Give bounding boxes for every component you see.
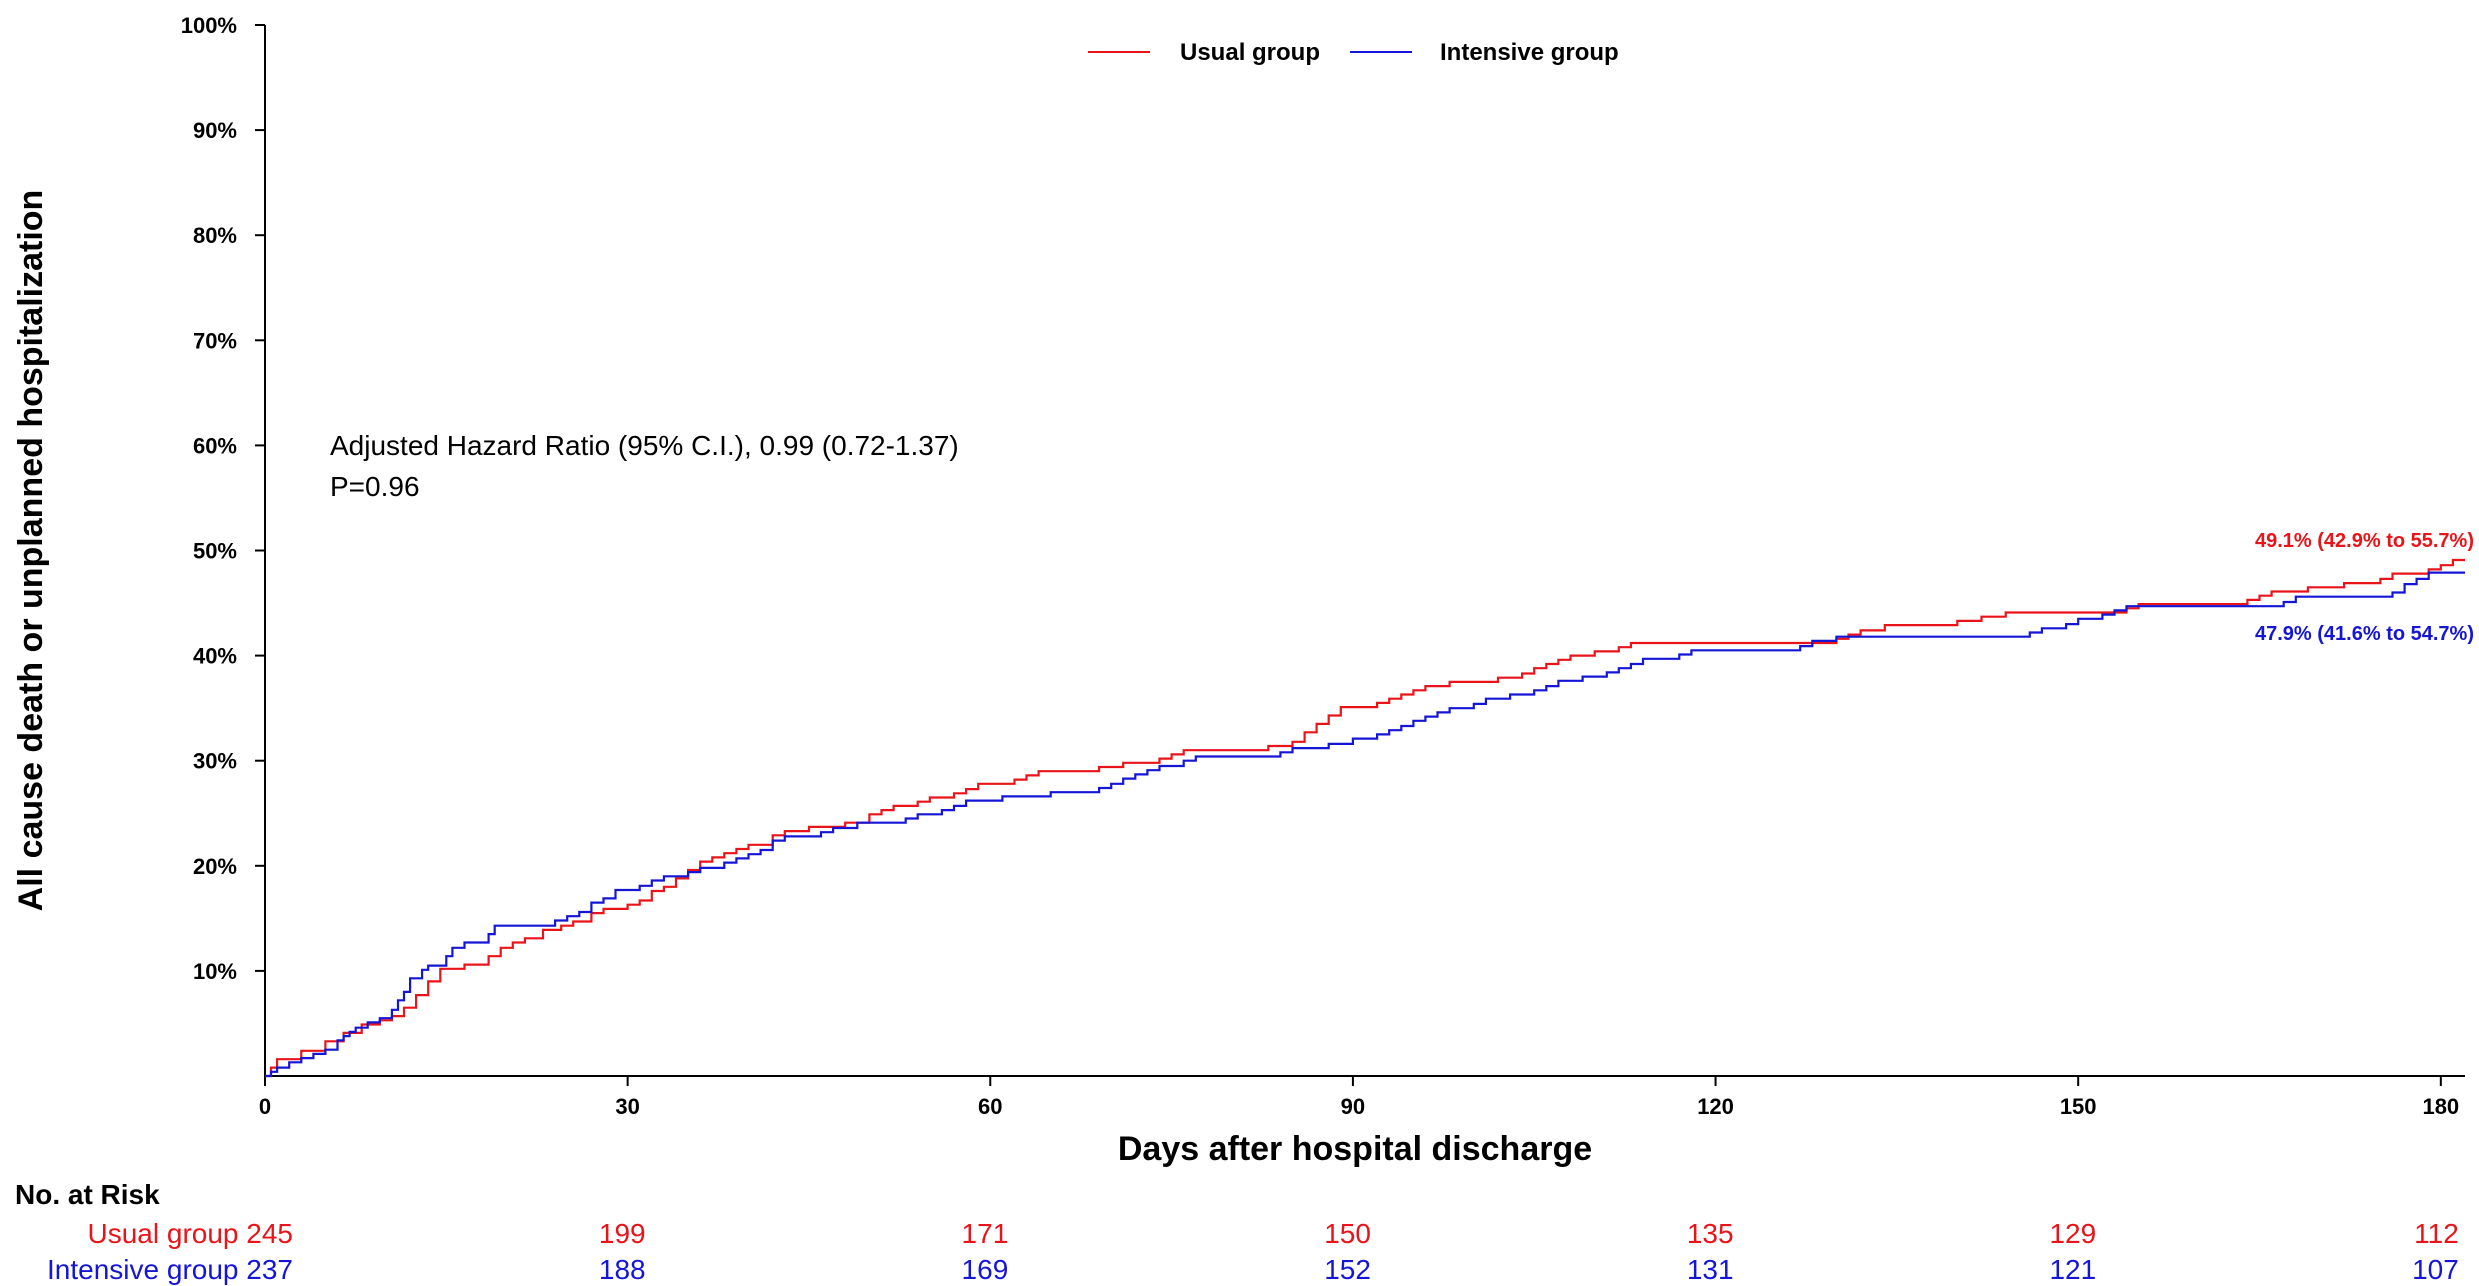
series-lines [265,558,2465,1078]
risk-value-intensive-group-0: Intensive group 237 [47,1254,293,1285]
risk-value-usual-group-0: Usual group 245 [88,1218,293,1249]
series-line-usual-group [265,558,2465,1078]
risk-table-title: No. at Risk [15,1179,160,1210]
series-line-intensive-group [265,571,2465,1078]
y-tick-label-90: 90% [193,118,237,143]
risk-value-intensive-group-150: 121 [2049,1254,2096,1285]
y-tick-label-60: 60% [193,433,237,458]
end-label-usual-group: 49.1% (42.9% to 55.7%) [2255,530,2474,552]
risk-value-usual-group-30: 199 [599,1218,646,1249]
y-tick-label-20: 20% [193,854,237,879]
risk-value-intensive-group-30: 188 [599,1254,646,1285]
risk-table: Usual group 245 199 171 150 135 129 112 Intensi… [47,1218,2459,1285]
x-tick-label-60: 60 [978,1094,1002,1119]
y-tick-label-100: 100% [181,13,237,38]
legend-label-usual-group: Usual group [1180,39,1320,66]
risk-value-usual-group-120: 135 [1687,1218,1734,1249]
y-axis-ticks: 10% 20% 30% 40% 50% 60% 70% 80% 90% 100% [181,13,265,984]
y-axis-title: All cause death or unplanned hospitaliza… [12,190,50,912]
risk-value-usual-group-60: 171 [962,1218,1009,1249]
x-tick-label-30: 30 [615,1094,639,1119]
risk-value-intensive-group-180: 107 [2412,1254,2459,1285]
p-value-annotation: P=0.96 [330,471,420,502]
hazard-ratio-annotation: Adjusted Hazard Ratio (95% C.I.), 0.99 (… [330,430,959,461]
x-tick-label-120: 120 [1697,1094,1734,1119]
y-tick-label-80: 80% [193,223,237,248]
y-tick-label-30: 30% [193,749,237,774]
legend-label-intensive-group: Intensive group [1440,39,1619,66]
x-tick-label-0: 0 [259,1094,271,1119]
risk-value-usual-group-180: 112 [2414,1218,2459,1249]
y-tick-label-40: 40% [193,644,237,669]
x-axis-title: Days after hospital discharge [1118,1130,1592,1168]
y-tick-label-70: 70% [193,328,237,353]
x-tick-label-180: 180 [2422,1094,2459,1119]
y-tick-label-10: 10% [193,959,237,984]
risk-value-intensive-group-60: 169 [962,1254,1009,1285]
risk-value-usual-group-150: 129 [2049,1218,2096,1249]
x-tick-label-150: 150 [2060,1094,2097,1119]
y-tick-label-50: 50% [193,539,237,564]
legend: Usual group Intensive group [1088,39,1619,66]
risk-value-usual-group-90: 150 [1324,1218,1371,1249]
x-axis-ticks: 0 30 60 90 120 150 180 [259,1076,2459,1119]
axes [264,25,2465,1077]
end-label-intensive-group: 47.9% (41.6% to 54.7%) [2255,623,2474,645]
x-tick-label-90: 90 [1341,1094,1365,1119]
risk-value-intensive-group-120: 131 [1687,1254,1734,1285]
risk-value-intensive-group-90: 152 [1324,1254,1371,1285]
